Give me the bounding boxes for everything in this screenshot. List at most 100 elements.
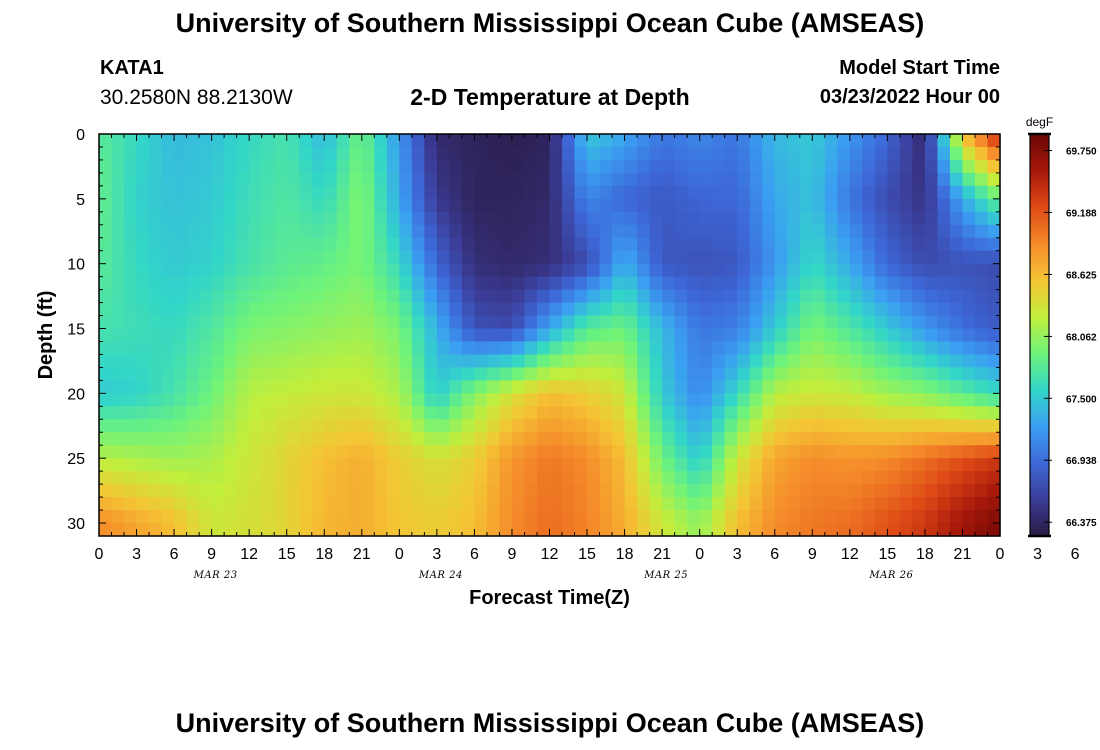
- heatmap-cell: [136, 289, 150, 304]
- heatmap-cell: [937, 328, 951, 343]
- heatmap-cell: [937, 185, 951, 200]
- heatmap-cell: [249, 367, 263, 381]
- heatmap-cell: [962, 302, 976, 317]
- heatmap-cell: [524, 263, 538, 278]
- heatmap-cell: [887, 497, 901, 511]
- heatmap-cell: [637, 458, 651, 472]
- heatmap-cell: [824, 419, 838, 433]
- heatmap-cell: [524, 471, 538, 485]
- heatmap-cell: [274, 419, 288, 433]
- heatmap-cell: [949, 445, 964, 459]
- heatmap-cell: [849, 471, 863, 485]
- heatmap-cell: [174, 510, 188, 524]
- heatmap-cell: [674, 146, 688, 161]
- heatmap-cell: [336, 134, 350, 148]
- heatmap-cell: [249, 523, 263, 537]
- heatmap-cell: [987, 367, 1001, 381]
- heatmap-cell: [812, 393, 826, 407]
- heatmap-cell: [924, 172, 939, 187]
- heatmap-cell: [824, 497, 838, 511]
- heatmap-cell: [874, 302, 888, 317]
- heatmap-cell: [224, 146, 238, 161]
- heatmap-cell: [336, 146, 350, 161]
- colorbar-segment: [1030, 415, 1049, 420]
- heatmap-cell: [574, 185, 588, 200]
- heatmap-cell: [824, 185, 838, 200]
- heatmap-cell: [374, 159, 388, 174]
- heatmap-cell: [449, 354, 463, 369]
- heatmap-cell: [311, 471, 325, 485]
- heatmap-cell: [374, 211, 388, 226]
- heatmap-cell: [411, 406, 425, 420]
- colorbar-segment: [1030, 428, 1049, 433]
- heatmap-cell: [849, 224, 863, 239]
- heatmap-cell: [386, 185, 400, 200]
- heatmap-cell: [912, 224, 926, 239]
- heatmap-cell: [424, 419, 438, 433]
- heatmap-cell: [649, 159, 663, 174]
- heatmap-cell: [274, 484, 288, 498]
- colorbar-segment: [1030, 244, 1049, 249]
- heatmap-cell: [612, 432, 626, 446]
- heatmap-cell: [149, 393, 163, 407]
- heatmap-cell: [699, 471, 713, 485]
- heatmap-cell: [837, 484, 851, 498]
- heatmap-cell: [712, 406, 726, 420]
- heatmap-cell: [549, 354, 563, 369]
- heatmap-cell: [286, 471, 300, 485]
- heatmap-cell: [374, 237, 388, 252]
- heatmap-cell: [687, 484, 701, 498]
- heatmap-cell: [824, 250, 838, 265]
- heatmap-cell: [511, 393, 526, 407]
- colorbar-segment: [1030, 479, 1049, 483]
- heatmap-cell: [987, 419, 1001, 433]
- heatmap-cell: [486, 458, 501, 472]
- heatmap-cell: [824, 328, 838, 343]
- heatmap-cell: [436, 211, 450, 226]
- heatmap-cell: [361, 328, 375, 343]
- heatmap-cell: [424, 237, 438, 252]
- heatmap-cell: [249, 250, 263, 265]
- heatmap-cell: [912, 354, 926, 369]
- colorbar-segment: [1030, 525, 1049, 530]
- heatmap-cell: [724, 315, 738, 330]
- heatmap-cell: [662, 471, 676, 485]
- colorbar-segment: [1030, 247, 1049, 252]
- heatmap-cell: [849, 328, 863, 343]
- heatmap-cell: [974, 134, 989, 148]
- heatmap-cell: [924, 419, 939, 433]
- heatmap-cell: [624, 224, 638, 239]
- heatmap-cell: [574, 289, 588, 304]
- heatmap-cell: [724, 198, 738, 213]
- heatmap-cell: [637, 497, 651, 511]
- heatmap-cell: [624, 458, 638, 472]
- heatmap-cell: [461, 523, 476, 537]
- heatmap-cell: [799, 380, 813, 394]
- heatmap-cell: [637, 354, 651, 369]
- heatmap-cell: [286, 276, 300, 291]
- heatmap-cell: [774, 445, 788, 459]
- heatmap-cell: [774, 367, 788, 381]
- heatmap-cell: [912, 445, 926, 459]
- heatmap-cell: [474, 172, 488, 187]
- heatmap-cell: [787, 354, 801, 369]
- heatmap-cell: [987, 341, 1001, 356]
- heatmap-cell: [899, 289, 913, 304]
- heatmap-cell: [449, 523, 463, 537]
- heatmap-cell: [261, 458, 275, 472]
- heatmap-cell: [624, 471, 638, 485]
- heatmap-cell: [762, 263, 776, 278]
- heatmap-cell: [774, 341, 788, 356]
- heatmap-cell: [962, 134, 976, 148]
- heatmap-cell: [124, 159, 138, 174]
- colorbar-segment: [1030, 314, 1049, 319]
- heatmap-cell: [762, 250, 776, 265]
- colorbar-segment: [1030, 442, 1049, 447]
- heatmap-cell: [599, 445, 613, 459]
- heatmap-cell: [687, 159, 701, 174]
- heatmap-cell: [699, 328, 713, 343]
- colorbar-segment: [1030, 422, 1049, 427]
- heatmap-cell: [887, 198, 901, 213]
- heatmap-cell: [486, 198, 501, 213]
- heatmap-cell: [762, 211, 776, 226]
